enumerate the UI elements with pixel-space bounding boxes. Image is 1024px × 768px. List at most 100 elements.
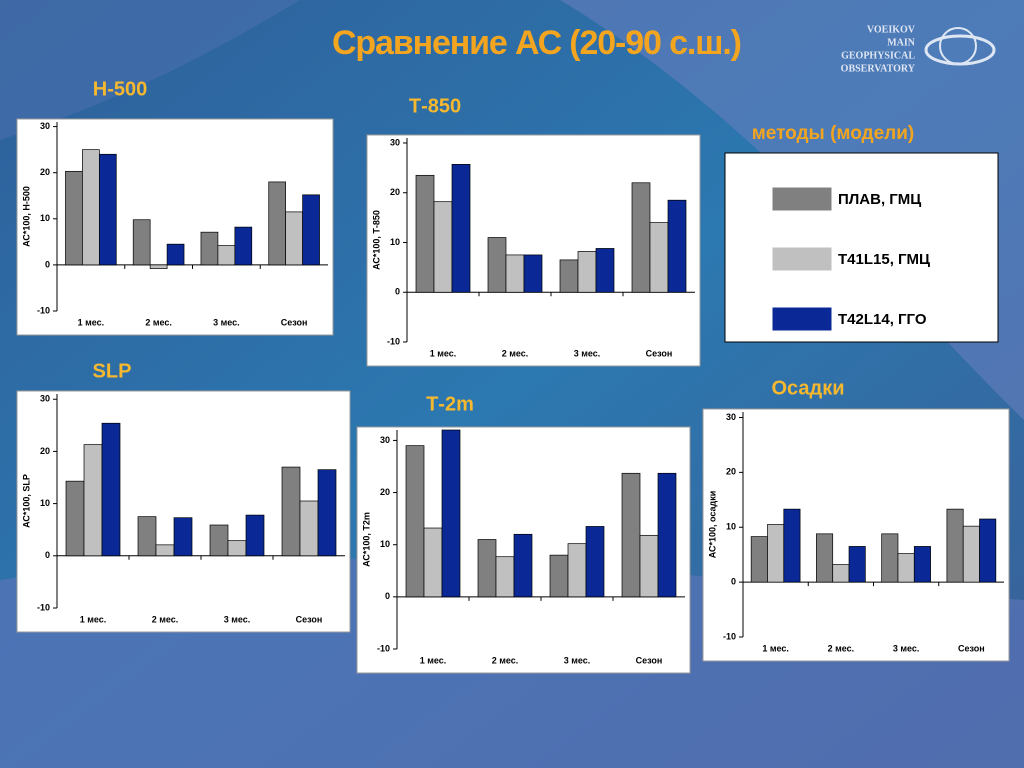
bar (585, 526, 605, 598)
chart-title: SLP (93, 360, 132, 382)
bar (155, 544, 175, 557)
y-tick-label: 30 (380, 435, 390, 445)
y-tick-label: 0 (45, 259, 50, 269)
x-tick-label: 1 мес. (80, 614, 107, 624)
bar (173, 517, 193, 557)
bar (209, 524, 229, 557)
x-tick-label: 3 мес. (893, 643, 920, 653)
y-axis-label: АС*100, SLP (21, 474, 31, 528)
x-tick-label: 2 мес. (152, 614, 179, 624)
y-tick-label: 0 (45, 550, 50, 560)
bar (495, 556, 515, 598)
legend-swatch (771, 306, 833, 332)
y-tick-label: -10 (37, 602, 50, 612)
y-axis-label: АС*100, осадки (707, 491, 717, 559)
bar (317, 469, 337, 557)
bar (667, 199, 687, 293)
chart-title: Н-500 (93, 78, 147, 100)
bar (433, 201, 453, 293)
y-tick-label: 30 (40, 121, 50, 131)
bar (913, 546, 931, 583)
x-tick-label: 2 мес. (145, 317, 172, 327)
wave (560, 0, 1024, 420)
y-tick-label: -10 (723, 631, 736, 641)
bar (897, 553, 915, 583)
x-tick-label: 2 мес. (492, 655, 519, 665)
bar (227, 540, 247, 557)
logo: VOEIKOV MAIN GEOPHYSICAL OBSERVATORY (841, 24, 996, 74)
y-tick-label: 20 (40, 167, 50, 177)
y-tick-label: -10 (37, 305, 50, 315)
logo-text: GEOPHYSICAL (841, 50, 915, 61)
x-tick-label: Сезон (296, 614, 323, 624)
bar (523, 254, 543, 293)
bar (767, 524, 785, 583)
bar (505, 254, 525, 293)
y-tick-label: 20 (390, 187, 400, 197)
y-tick-label: 20 (40, 446, 50, 456)
logo-text: VOEIKOV (867, 24, 916, 35)
bar (750, 536, 768, 583)
bar (513, 533, 533, 598)
bar (281, 466, 301, 557)
bar (245, 514, 265, 557)
y-tick-label: 10 (40, 213, 50, 223)
bar (166, 243, 185, 266)
bar (200, 231, 219, 266)
y-tick-label: -10 (377, 643, 390, 653)
bar (83, 444, 103, 557)
bar (631, 182, 651, 293)
bar (649, 222, 669, 293)
y-tick-label: 10 (726, 522, 736, 532)
bar (234, 226, 253, 266)
bar (577, 251, 597, 293)
legend-title: методы (модели) (752, 123, 915, 144)
wave (0, 0, 300, 140)
legend-label: T42L14, ГГО (838, 311, 927, 328)
bar (477, 539, 497, 598)
bar (65, 480, 85, 557)
bar (595, 248, 615, 293)
bar (98, 153, 117, 266)
x-tick-label: Сезон (958, 643, 985, 653)
chart-title: Т-2m (426, 393, 474, 415)
y-tick-label: 20 (726, 467, 736, 477)
bar (832, 564, 850, 583)
bar (423, 527, 443, 598)
chart-title: Осадки (771, 377, 844, 399)
y-tick-label: 10 (40, 498, 50, 508)
bar (149, 264, 168, 269)
y-tick-label: -10 (387, 336, 400, 346)
y-tick-label: 0 (385, 591, 390, 601)
bar (783, 508, 801, 583)
bar (268, 181, 287, 266)
bar (217, 245, 236, 266)
x-tick-label: 2 мес. (502, 348, 529, 358)
bar (132, 219, 151, 266)
bar (639, 534, 659, 598)
legend-swatch (771, 186, 833, 212)
bar (816, 533, 834, 583)
x-tick-label: 2 мес. (828, 643, 855, 653)
y-tick-label: 0 (731, 576, 736, 586)
bar (567, 543, 587, 598)
y-tick-label: 10 (380, 539, 390, 549)
legend-label: T41L15, ГМЦ (838, 251, 930, 268)
chart-title: Т-850 (409, 95, 461, 117)
bar (137, 516, 157, 557)
legend-box (724, 152, 999, 343)
bar (848, 546, 866, 583)
y-tick-label: 30 (726, 412, 736, 422)
x-tick-label: Сезон (636, 655, 663, 665)
bar (946, 508, 964, 583)
bar (82, 149, 100, 266)
bar (451, 164, 471, 293)
y-axis-label: АС*100, Т-850 (371, 210, 381, 270)
y-tick-label: 20 (380, 487, 390, 497)
legend-label: ПЛАВ, ГМЦ (838, 191, 921, 208)
bar (881, 533, 899, 583)
bar (559, 259, 579, 293)
bar (285, 211, 303, 266)
y-axis-label: АС*100, Т2m (361, 512, 371, 567)
